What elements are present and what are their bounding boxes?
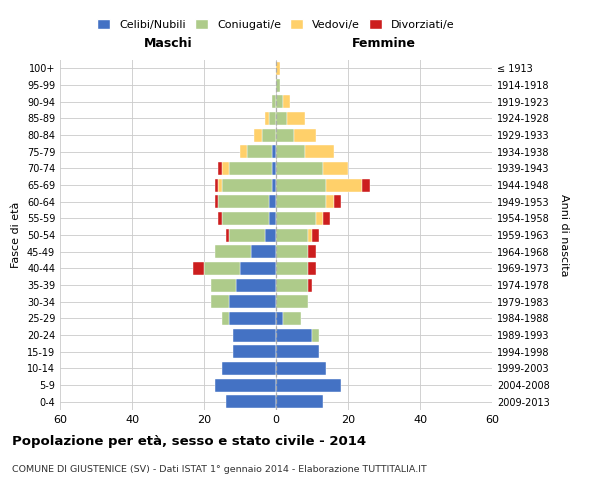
Bar (262, 128, 276, 141)
Bar (211, 278, 236, 291)
Bar (272, 178, 276, 192)
Bar (326, 195, 334, 208)
Bar (247, 145, 272, 158)
Bar (226, 228, 229, 241)
Bar (218, 195, 269, 208)
Bar (326, 178, 362, 192)
Bar (269, 112, 276, 125)
Text: Popolazione per età, sesso e stato civile - 2014: Popolazione per età, sesso e stato civil… (12, 435, 366, 448)
Bar (218, 212, 222, 225)
Text: COMUNE DI GIUSTENICE (SV) - Dati ISTAT 1° gennaio 2014 - Elaborazione TUTTITALIA: COMUNE DI GIUSTENICE (SV) - Dati ISTAT 1… (12, 465, 427, 474)
Bar (193, 262, 204, 275)
Bar (305, 145, 334, 158)
Bar (276, 378, 341, 392)
Bar (222, 312, 229, 325)
Bar (254, 128, 262, 141)
Bar (229, 295, 276, 308)
Bar (211, 295, 229, 308)
Bar (233, 328, 276, 342)
Bar (276, 62, 280, 75)
Bar (229, 162, 272, 175)
Bar (312, 228, 319, 241)
Bar (222, 212, 269, 225)
Bar (276, 95, 283, 108)
Bar (226, 395, 276, 408)
Bar (272, 145, 276, 158)
Bar (308, 228, 312, 241)
Bar (276, 195, 326, 208)
Bar (276, 112, 287, 125)
Bar (276, 295, 308, 308)
Bar (294, 128, 316, 141)
Bar (312, 328, 319, 342)
Bar (215, 178, 218, 192)
Bar (276, 245, 308, 258)
Bar (323, 212, 330, 225)
Bar (323, 162, 348, 175)
Bar (269, 195, 276, 208)
Text: Maschi: Maschi (143, 37, 193, 50)
Bar (240, 262, 276, 275)
Bar (308, 245, 316, 258)
Bar (240, 145, 247, 158)
Bar (276, 228, 308, 241)
Bar (283, 312, 301, 325)
Bar (236, 278, 276, 291)
Bar (222, 162, 229, 175)
Bar (222, 362, 276, 375)
Bar (215, 195, 218, 208)
Bar (204, 262, 240, 275)
Legend: Celibi/Nubili, Coniugati/e, Vedovi/e, Divorziati/e: Celibi/Nubili, Coniugati/e, Vedovi/e, Di… (97, 19, 455, 30)
Bar (272, 95, 276, 108)
Bar (215, 378, 276, 392)
Bar (276, 328, 312, 342)
Bar (287, 112, 305, 125)
Bar (272, 162, 276, 175)
Bar (215, 245, 251, 258)
Bar (283, 95, 290, 108)
Bar (218, 162, 222, 175)
Bar (276, 162, 323, 175)
Bar (362, 178, 370, 192)
Bar (265, 112, 269, 125)
Bar (276, 312, 283, 325)
Bar (276, 362, 326, 375)
Y-axis label: Anni di nascita: Anni di nascita (559, 194, 569, 276)
Bar (308, 278, 312, 291)
Bar (276, 78, 280, 92)
Bar (276, 345, 319, 358)
Text: Femmine: Femmine (352, 37, 416, 50)
Bar (229, 312, 276, 325)
Bar (269, 212, 276, 225)
Y-axis label: Fasce di età: Fasce di età (11, 202, 21, 268)
Bar (265, 228, 276, 241)
Bar (222, 178, 272, 192)
Bar (276, 395, 323, 408)
Bar (276, 178, 326, 192)
Bar (334, 195, 341, 208)
Bar (233, 345, 276, 358)
Bar (308, 262, 316, 275)
Bar (276, 212, 316, 225)
Bar (251, 245, 276, 258)
Bar (276, 278, 308, 291)
Bar (276, 128, 294, 141)
Bar (316, 212, 323, 225)
Bar (276, 262, 308, 275)
Bar (229, 228, 265, 241)
Bar (218, 178, 222, 192)
Bar (276, 145, 305, 158)
